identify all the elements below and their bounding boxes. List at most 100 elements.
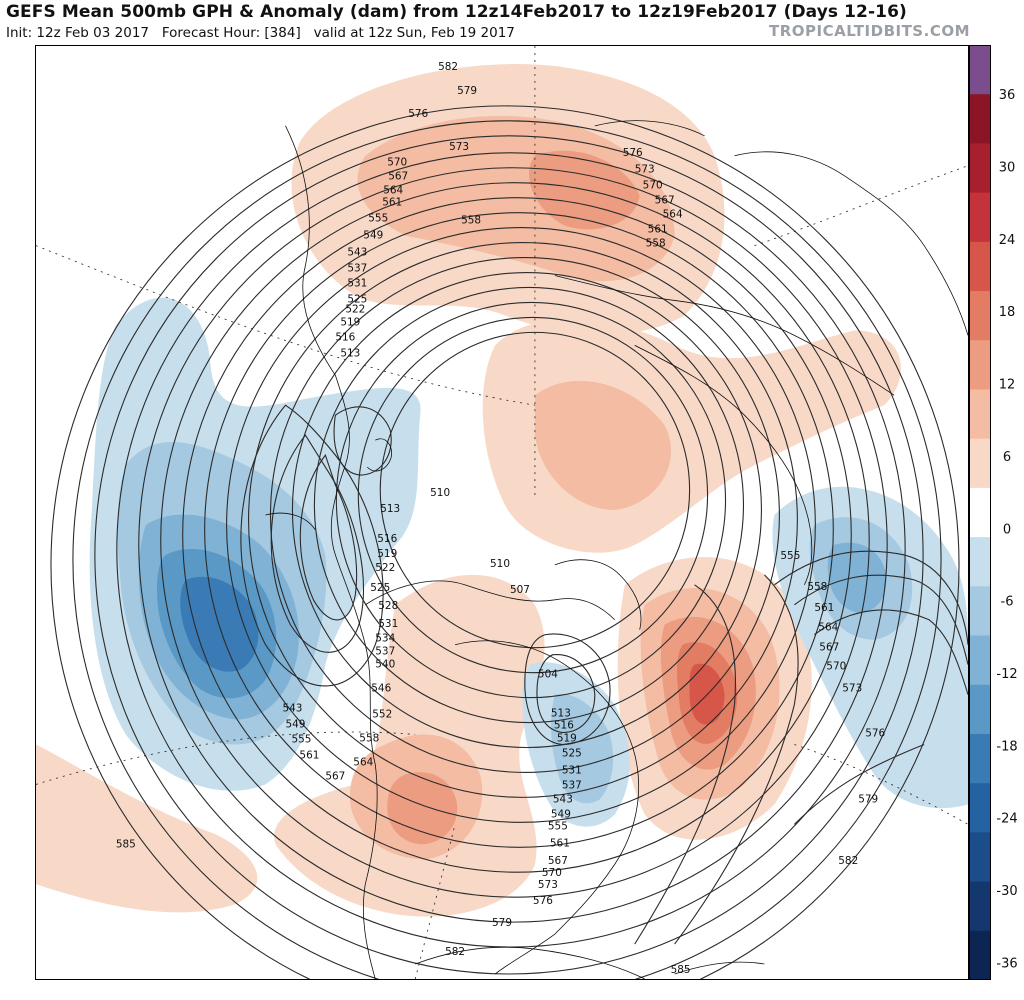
contour-label: 576 <box>408 108 428 120</box>
contour-label: 543 <box>553 793 573 805</box>
colorbar-swatch <box>969 291 991 341</box>
colorbar-frame <box>969 45 991 980</box>
contour-label: 516 <box>335 331 355 343</box>
colorbar-tick-label: -30 <box>996 884 1017 899</box>
colorbar-swatch <box>969 487 991 538</box>
contour-label: 570 <box>643 180 663 192</box>
colorbar-tick-label: 18 <box>999 305 1016 320</box>
contour-label: 507 <box>510 584 530 596</box>
colorbar-swatch <box>969 783 991 833</box>
contour-label: 576 <box>865 728 885 740</box>
contour-label: 555 <box>368 213 388 225</box>
contour-label: 519 <box>340 316 360 328</box>
colorbar-swatch <box>969 930 991 980</box>
contour-label: 549 <box>285 719 305 731</box>
contour-label: 522 <box>375 562 395 574</box>
coastlines <box>265 120 968 979</box>
contour-label: 573 <box>635 164 655 176</box>
contour-label: 555 <box>548 820 568 832</box>
contour-label: 570 <box>826 661 846 673</box>
colorbar-tick-label: -18 <box>996 739 1017 754</box>
contour-label: 516 <box>554 720 574 732</box>
contour-label: 543 <box>282 703 302 715</box>
contour-label: 519 <box>557 733 577 745</box>
contour-label: 567 <box>388 171 408 183</box>
contour-label: 558 <box>461 215 481 227</box>
contour-label: 534 <box>375 633 395 645</box>
colorbar-swatch <box>969 143 991 194</box>
colorbar-tick-label: -36 <box>996 956 1017 971</box>
colorbar-swatch <box>969 389 991 440</box>
contour-label: 561 <box>299 749 319 761</box>
chart-subtitle: Init: 12z Feb 03 2017 Forecast Hour: [38… <box>6 25 515 41</box>
contour-label: 531 <box>378 618 398 630</box>
colorbar-swatch <box>969 45 991 95</box>
contour-label: 567 <box>325 770 345 782</box>
contour-label: 537 <box>562 779 582 791</box>
contour-label: 576 <box>533 895 553 907</box>
contour-label: 549 <box>551 808 571 820</box>
contour-label: 579 <box>457 85 477 97</box>
contour-label: 576 <box>623 147 643 159</box>
contour-label: 573 <box>538 879 558 891</box>
contour-label: 564 <box>383 185 403 197</box>
colorbar-swatch <box>969 438 991 489</box>
contour-label: 555 <box>291 734 311 746</box>
contour-label: 525 <box>370 582 390 594</box>
colorbar-swatch <box>969 684 991 735</box>
colorbar-swatch <box>969 340 991 390</box>
contour-label: 558 <box>359 733 379 745</box>
contour-label: 567 <box>655 195 675 207</box>
colorbar-swatch <box>969 635 991 686</box>
contour-label: 510 <box>430 487 450 499</box>
contour-label: 558 <box>646 238 666 250</box>
contour-label: 513 <box>380 503 400 515</box>
contour-label: 564 <box>663 209 683 221</box>
contour-label: 531 <box>562 764 582 776</box>
contour-label: 561 <box>814 602 834 614</box>
contour-label: 555 <box>780 550 800 562</box>
contour-label: 513 <box>551 708 571 720</box>
anomaly-shading <box>36 64 968 917</box>
contour-label: 537 <box>347 263 367 275</box>
contour-label: 504 <box>538 669 558 681</box>
contour-label: 585 <box>671 964 691 976</box>
contour-label: 573 <box>842 683 862 695</box>
contour-label: 537 <box>375 646 395 658</box>
anomaly-colorbar: 36 30 24 18 12 6 0 -6 -12 -18 -24 -30 -36 <box>969 45 1018 980</box>
contour-label: 531 <box>347 277 367 289</box>
contour-label: 525 <box>562 747 582 759</box>
colorbar-tick-label: 30 <box>999 161 1016 176</box>
contour-label: 561 <box>648 224 668 236</box>
contour-label: 579 <box>858 793 878 805</box>
contour-label: 582 <box>445 946 465 958</box>
contour-label: 510 <box>490 558 510 570</box>
contour-label: 561 <box>550 837 570 849</box>
contour-labels: 5825795765735705675645615555495435375315… <box>116 61 885 976</box>
colorbar-tick-label: -12 <box>996 667 1017 682</box>
contour-label: 573 <box>449 141 469 153</box>
colorbar-swatch <box>969 733 991 784</box>
colorbar-tick-label: 36 <box>999 88 1016 103</box>
chart-title: GEFS Mean 500mb GPH & Anomaly (dam) from… <box>6 2 907 22</box>
colorbar-swatch <box>969 192 991 243</box>
contour-label: 525 <box>347 293 367 305</box>
contour-label: 552 <box>372 709 392 721</box>
contour-label: 543 <box>347 247 367 259</box>
contour-label: 516 <box>377 533 397 545</box>
contour-label: 513 <box>340 347 360 359</box>
site-watermark[interactable]: TROPICALTIDBITS.COM <box>769 22 970 40</box>
colorbar-swatch <box>969 832 991 883</box>
colorbar-tick-label: -24 <box>996 812 1017 827</box>
colorbar-swatch <box>969 94 991 144</box>
contour-label: 546 <box>371 683 391 695</box>
colorbar-swatch <box>969 241 991 292</box>
contour-label: 564 <box>353 756 373 768</box>
contour-label: 522 <box>345 303 365 315</box>
colorbar-swatch <box>969 881 991 932</box>
contour-label: 567 <box>819 642 839 654</box>
contour-label: 528 <box>378 600 398 612</box>
height-contours <box>50 105 968 979</box>
contour-label: 567 <box>548 855 568 867</box>
contour-label: 582 <box>438 61 458 73</box>
